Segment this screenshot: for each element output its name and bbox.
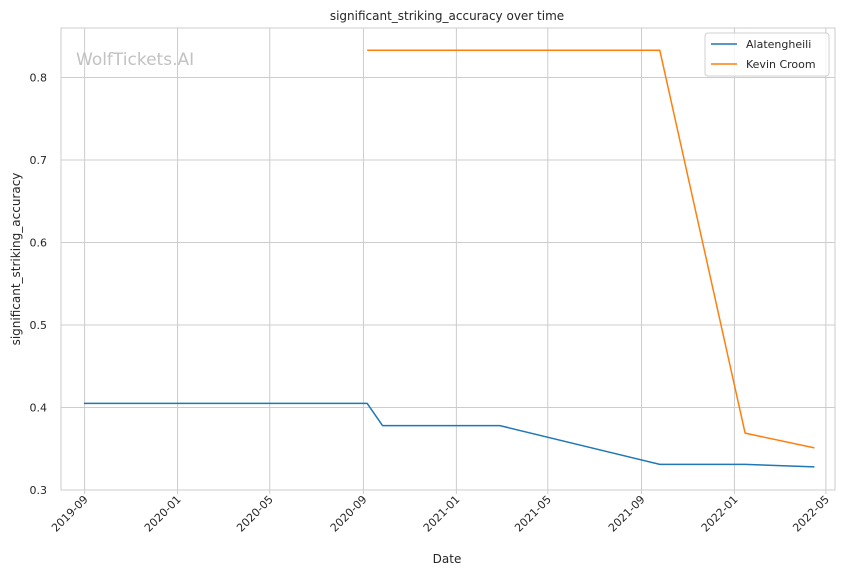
x-tick-label: 2022-01 (699, 493, 741, 535)
y-tick-label: 0.5 (30, 319, 48, 332)
watermark: WolfTickets.AI (76, 50, 194, 70)
x-axis-ticks: 2019-09 2020-01 2020-05 2020-09 2021-01 2021-… (49, 490, 832, 535)
x-gridlines (84, 28, 827, 490)
x-tick-label: 2019-09 (49, 493, 91, 535)
x-tick-label: 2021-01 (421, 493, 463, 535)
legend: Alatengheili Kevin Croom (704, 32, 830, 77)
x-tick-label: 2021-09 (606, 493, 648, 535)
y-tick-label: 0.8 (30, 72, 48, 85)
legend-label-alatengheili: Alatengheili (746, 38, 811, 51)
x-tick-label: 2020-05 (234, 493, 276, 535)
legend-label-kevin-croom: Kevin Croom (746, 58, 816, 71)
y-axis-label: significant_striking_accuracy (9, 173, 23, 346)
y-tick-label: 0.7 (30, 154, 48, 167)
plot-area-frame (60, 27, 836, 491)
x-tick-label: 2020-09 (328, 493, 370, 535)
x-tick-label: 2021-05 (512, 493, 554, 535)
y-axis-ticks: 0.3 0.4 0.5 0.6 0.7 0.8 (30, 72, 48, 498)
y-tick-label: 0.3 (30, 484, 48, 497)
y-tick-label: 0.4 (30, 402, 48, 415)
x-axis-label: Date (433, 552, 462, 566)
x-tick-label: 2022-05 (790, 493, 832, 535)
series-lines (83, 49, 815, 468)
series-line-kevin-croom (367, 49, 815, 449)
x-tick-label: 2020-01 (142, 493, 184, 535)
series-line-alatengheili (83, 402, 815, 468)
y-tick-label: 0.6 (30, 237, 48, 250)
chart-title: significant_striking_accuracy over time (330, 9, 564, 23)
